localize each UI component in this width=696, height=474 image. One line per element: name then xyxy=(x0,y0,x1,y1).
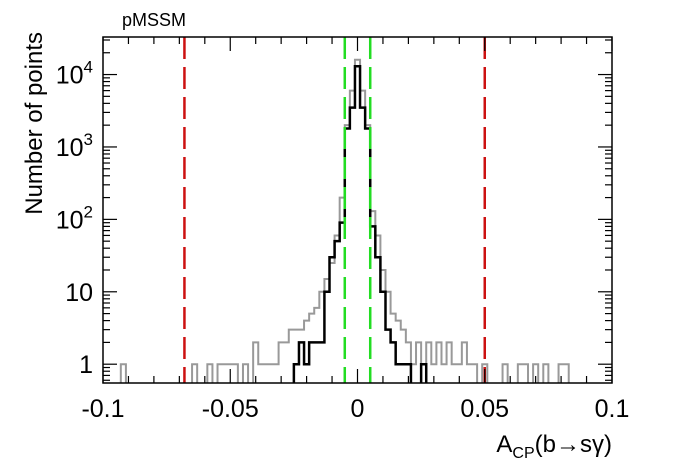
histogram-series-2 xyxy=(292,65,428,383)
y-tick-label-base: 10 xyxy=(65,279,93,307)
y-tick-label-base: 10 xyxy=(56,206,84,234)
y-tick-label: 1 xyxy=(79,351,93,379)
x-tick-label: -0.05 xyxy=(202,395,259,423)
annotation-label: pMSSM xyxy=(122,10,186,30)
y-tick-label: 10 xyxy=(65,279,93,307)
y-axis-title: Number of points xyxy=(21,32,48,215)
plot-frame xyxy=(102,36,613,384)
x-axis-title-rest: (b→sγ) xyxy=(535,431,612,458)
x-axis-title-main: A xyxy=(496,431,512,458)
y-tick-label-base: 10 xyxy=(56,134,84,162)
y-tick-label-exponent: 4 xyxy=(84,58,93,77)
histogram-series-layer xyxy=(119,58,570,383)
y-tick-label-base: 1 xyxy=(79,351,93,379)
x-axis-title: ACP(b→sγ) xyxy=(496,431,612,462)
y-tick-label-base: 10 xyxy=(56,62,84,90)
x-tick-label: 0.05 xyxy=(460,395,509,423)
x-tick-labels: -0.1 -0.05 0 0.05 0.1 xyxy=(81,395,629,423)
y-tick-label: 104 xyxy=(56,58,93,90)
y-tick-label: 103 xyxy=(56,130,93,162)
x-tick-label: -0.1 xyxy=(81,395,124,423)
y-tick-label-exponent: 2 xyxy=(84,202,93,221)
y-tick-label: 102 xyxy=(56,202,93,234)
y-tick-label-exponent: 3 xyxy=(84,130,93,149)
x-tick-label: 0.1 xyxy=(595,395,630,423)
reference-lines-layer xyxy=(183,37,486,383)
x-tick-label: 0 xyxy=(351,395,365,423)
x-axis-title-sub: CP xyxy=(512,445,534,462)
axis-ticks xyxy=(102,37,613,383)
